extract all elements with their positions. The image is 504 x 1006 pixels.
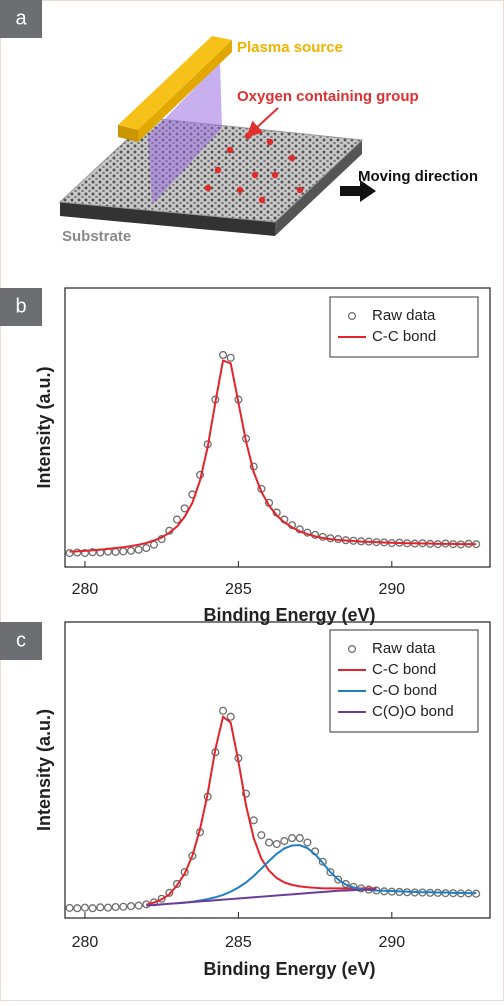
data-point xyxy=(73,904,82,913)
data-point xyxy=(241,789,251,798)
data-point xyxy=(341,879,350,889)
diagram: Plasma source Oxygen containing group Mo… xyxy=(58,36,478,245)
x-axis-title: Binding Energy (eV) xyxy=(203,959,375,979)
data-point xyxy=(249,816,258,825)
data-point xyxy=(88,904,97,913)
data-point xyxy=(288,834,297,843)
data-point xyxy=(280,836,289,846)
data-point xyxy=(180,504,189,513)
data-point xyxy=(180,868,189,877)
data-point xyxy=(334,875,343,884)
data-point xyxy=(218,706,228,715)
data-point xyxy=(96,903,105,912)
data-point xyxy=(172,879,182,889)
legend-label: C-O bond xyxy=(372,682,437,699)
plasma-source-top xyxy=(118,36,232,130)
legend-box xyxy=(329,296,479,358)
x-tick-label: 285 xyxy=(225,581,252,598)
data-point xyxy=(65,548,74,558)
data-point xyxy=(157,894,166,903)
data-point xyxy=(80,548,89,558)
data-point xyxy=(226,353,235,362)
x-tick-label: 280 xyxy=(72,934,99,951)
substrate-side xyxy=(275,140,362,236)
legend-label: C-C bond xyxy=(372,328,436,345)
data-point xyxy=(303,838,312,847)
data-point xyxy=(111,547,120,556)
direction-arrow xyxy=(340,180,376,202)
data-point xyxy=(134,901,143,910)
panel-label-box xyxy=(0,0,42,38)
fit-line xyxy=(176,844,477,905)
oxygen-label: Oxygen containing group xyxy=(237,88,419,105)
data-point xyxy=(265,838,274,847)
data-point xyxy=(226,712,235,721)
panel-label: c xyxy=(16,629,26,651)
x-tick-label: 290 xyxy=(378,934,405,951)
plasma-source-front xyxy=(138,40,232,142)
data-point xyxy=(65,903,74,912)
legend-marker xyxy=(347,644,357,654)
pointer-arrow xyxy=(246,107,279,138)
data-point xyxy=(103,903,113,912)
data-point xyxy=(172,515,182,524)
data-point xyxy=(80,903,89,912)
plasma-source-side xyxy=(118,125,138,142)
panel-label: a xyxy=(15,7,27,29)
data-point xyxy=(126,546,136,555)
plasma xyxy=(148,62,222,205)
data-point xyxy=(142,543,151,553)
y-axis-title: Intensity (a.u.) xyxy=(34,709,54,831)
legend-label: Raw data xyxy=(372,640,436,657)
plot-area xyxy=(65,350,481,558)
legend-label: Raw data xyxy=(372,307,436,324)
panel-label-box xyxy=(0,288,42,326)
substrate-side xyxy=(60,202,275,236)
substrate-top xyxy=(58,117,364,223)
plasma-label: Plasma source xyxy=(237,39,343,56)
x-tick-label: 285 xyxy=(225,934,252,951)
data-point xyxy=(119,547,128,556)
plot-area xyxy=(65,706,481,913)
data-point xyxy=(165,888,174,897)
data-point xyxy=(272,839,281,849)
fit-line xyxy=(146,888,377,907)
data-point xyxy=(126,902,136,911)
data-point xyxy=(119,902,128,911)
legend-label: C(O)O bond xyxy=(372,703,454,720)
x-axis-title: Binding Energy (eV) xyxy=(203,605,375,625)
data-point xyxy=(257,831,266,840)
plot-frame xyxy=(64,287,491,568)
data-point xyxy=(111,902,120,912)
data-point xyxy=(88,548,97,557)
panel-label-box xyxy=(0,622,42,660)
data-point xyxy=(218,350,228,360)
data-point xyxy=(295,834,304,843)
data-point xyxy=(326,868,335,877)
x-tick-label: 280 xyxy=(72,581,99,598)
fit-line xyxy=(146,714,377,906)
data-point xyxy=(73,548,82,557)
legend-label: C-C bond xyxy=(372,661,436,678)
x-tick-label: 290 xyxy=(378,581,405,598)
data-point xyxy=(134,545,143,554)
data-point xyxy=(318,857,327,866)
legend-marker xyxy=(347,311,357,321)
direction-label: Moving direction xyxy=(358,168,478,185)
substrate-label: Substrate xyxy=(62,228,131,245)
plot-frame xyxy=(64,621,491,919)
y-axis-title: Intensity (a.u.) xyxy=(34,366,54,488)
fit-line xyxy=(69,359,477,553)
panel-label: b xyxy=(15,295,26,317)
